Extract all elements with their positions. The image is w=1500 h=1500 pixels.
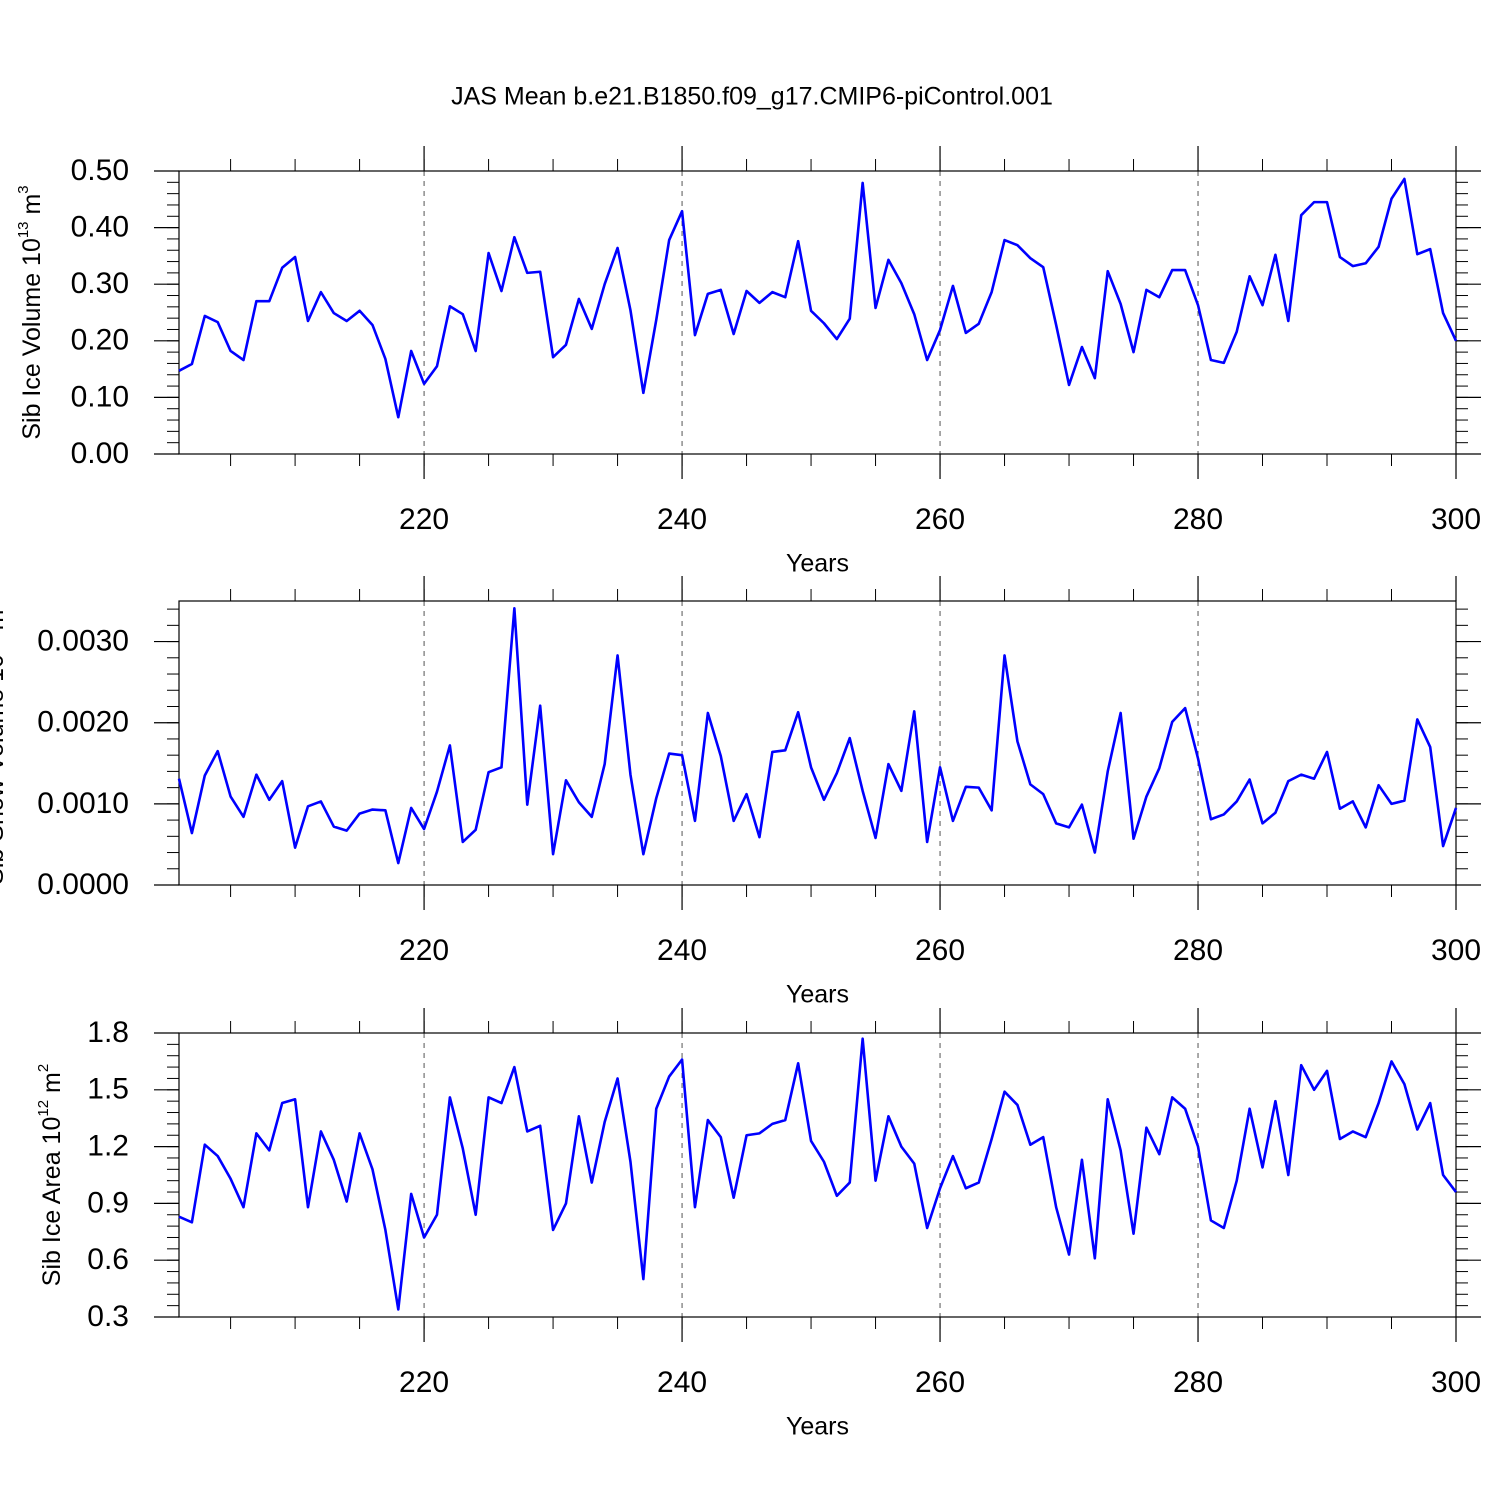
y-tick-label: 0.50 bbox=[71, 154, 129, 187]
y-axis-label: Sib Snow Volume 1013 m3 bbox=[0, 601, 9, 885]
x-tick-label: 260 bbox=[915, 503, 965, 536]
y-tick-label: 0.9 bbox=[87, 1186, 129, 1219]
plot-frame bbox=[178, 1032, 1457, 1318]
x-tick-label: 260 bbox=[915, 934, 965, 967]
y-tick-label: 0.40 bbox=[71, 211, 129, 244]
y-axis-label: Sib Ice Volume 1013 m3 bbox=[15, 185, 45, 439]
x-tick-label: 220 bbox=[399, 934, 449, 967]
x-tick-label: 280 bbox=[1173, 503, 1223, 536]
y-tick-label: 0.0020 bbox=[37, 706, 129, 739]
x-tick-label: 280 bbox=[1173, 934, 1223, 967]
x-axis-label: Years bbox=[786, 1413, 849, 1441]
x-tick-label: 300 bbox=[1431, 503, 1481, 536]
x-tick-label: 220 bbox=[399, 1366, 449, 1399]
y-axis-label: Sib Ice Area 1012 m2 bbox=[35, 1064, 65, 1286]
x-tick-label: 240 bbox=[657, 1366, 707, 1399]
y-axis-label-superscript: 2 bbox=[35, 1064, 52, 1072]
data-line bbox=[178, 177, 1458, 419]
x-tick-label: 220 bbox=[399, 503, 449, 536]
y-axis-label-part: Sib Ice Area 10 bbox=[38, 1117, 66, 1287]
y-tick-label: 0.10 bbox=[71, 380, 129, 413]
x-tick-label: 260 bbox=[915, 1366, 965, 1399]
y-axis-label-part: Sib Ice Volume 10 bbox=[18, 238, 46, 440]
y-tick-label: 1.5 bbox=[87, 1073, 129, 1106]
y-tick-label: 0.30 bbox=[71, 267, 129, 300]
y-tick-label: 0.6 bbox=[87, 1243, 129, 1276]
y-tick-label: 0.0030 bbox=[37, 624, 129, 657]
y-axis-label-part: Sib Snow Volume 10 bbox=[0, 654, 9, 885]
y-tick-label: 0.0010 bbox=[37, 787, 129, 820]
panel: 220 240 260 280 300 0.3 0.6 0.9 1.2 1.5 1.8 Years Si… bbox=[35, 1008, 1481, 1441]
y-tick-label: 1.2 bbox=[87, 1130, 129, 1163]
x-axis-label: Years bbox=[786, 550, 849, 578]
plot-frame bbox=[178, 600, 1457, 886]
y-tick-label: 0.0000 bbox=[37, 868, 129, 901]
x-tick-label: 280 bbox=[1173, 1366, 1223, 1399]
data-line bbox=[177, 607, 1458, 865]
y-tick-label: 0.3 bbox=[87, 1300, 129, 1333]
x-tick-label: 240 bbox=[657, 503, 707, 536]
y-axis-label-superscript: 12 bbox=[35, 1100, 52, 1117]
x-tick-label: 300 bbox=[1431, 934, 1481, 967]
y-axis-label-part: m bbox=[38, 1072, 66, 1100]
panel: 220 240 260 280 300 0.00 0.10 0.20 0.30 0.40 0.50 Y… bbox=[15, 146, 1481, 578]
y-axis-label-superscript: 3 bbox=[15, 185, 32, 193]
y-axis-label-part: m bbox=[18, 194, 46, 222]
y-tick-label: 0.00 bbox=[71, 437, 129, 470]
x-tick-label: 240 bbox=[657, 934, 707, 967]
plot-frame bbox=[178, 170, 1457, 455]
x-tick-label: 300 bbox=[1431, 1366, 1481, 1399]
y-axis-label-superscript: 13 bbox=[15, 221, 32, 238]
y-tick-label: 0.20 bbox=[71, 324, 129, 357]
panel: 220 240 260 280 300 0.0000 0.0010 0.0020 0.0030 Y… bbox=[0, 576, 1481, 1009]
y-tick-label: 1.8 bbox=[87, 1016, 129, 1049]
x-axis-label: Years bbox=[786, 981, 849, 1009]
figure-title: JAS Mean b.e21.B1850.f09_g17.CMIP6-piCon… bbox=[451, 83, 1053, 111]
y-axis-label-part: m bbox=[0, 610, 9, 638]
data-line bbox=[178, 1037, 1458, 1311]
